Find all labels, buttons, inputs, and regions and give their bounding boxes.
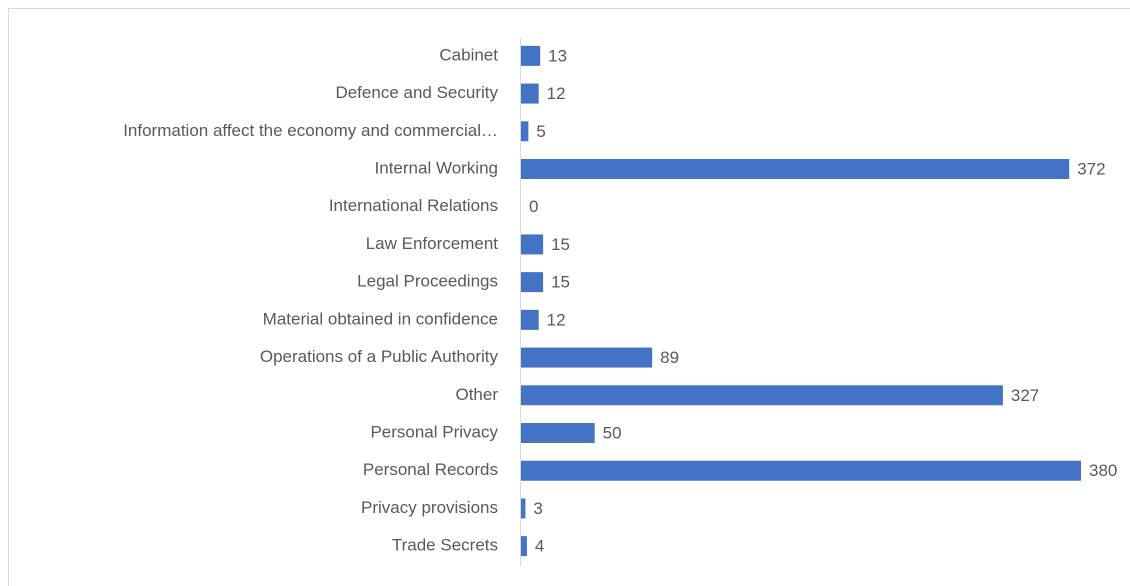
category-label: Personal Privacy xyxy=(370,422,498,441)
data-label: 12 xyxy=(547,310,566,329)
category-label: International Relations xyxy=(329,196,498,215)
category-label: Operations of a Public Authority xyxy=(260,347,499,366)
bar xyxy=(521,423,595,443)
data-label: 327 xyxy=(1011,386,1039,405)
category-label: Other xyxy=(455,385,498,404)
bar xyxy=(521,121,529,142)
category-label: Cabinet xyxy=(439,45,498,64)
data-label: 372 xyxy=(1077,159,1105,178)
bar xyxy=(521,498,526,519)
data-label: 89 xyxy=(660,348,679,367)
chart-frame xyxy=(8,8,1130,586)
data-label: 15 xyxy=(551,273,570,292)
bar xyxy=(521,272,544,293)
bar xyxy=(521,536,527,557)
bar xyxy=(521,385,1003,406)
category-label: Information affect the economy and comme… xyxy=(123,121,498,140)
data-label: 4 xyxy=(535,537,544,556)
bar xyxy=(521,83,539,104)
data-label: 380 xyxy=(1089,461,1117,480)
bar xyxy=(521,460,1081,481)
data-label: 50 xyxy=(603,423,622,442)
bar xyxy=(521,347,653,368)
bar xyxy=(521,159,1070,179)
bar xyxy=(521,234,544,255)
category-label: Internal Working xyxy=(375,158,498,177)
category-label: Legal Proceedings xyxy=(357,272,498,291)
data-label: 13 xyxy=(548,46,567,65)
data-label: 3 xyxy=(533,499,542,518)
category-label: Trade Secrets xyxy=(392,536,498,555)
data-label: 0 xyxy=(529,197,538,216)
data-label: 15 xyxy=(551,235,570,254)
category-label: Defence and Security xyxy=(335,83,498,102)
bar xyxy=(521,45,541,66)
category-label: Personal Records xyxy=(363,460,498,479)
category-label: Material obtained in confidence xyxy=(263,309,498,328)
bar xyxy=(521,309,539,330)
category-label: Law Enforcement xyxy=(366,234,499,253)
data-label: 5 xyxy=(536,122,545,141)
category-label: Privacy provisions xyxy=(361,498,498,517)
data-label: 12 xyxy=(547,84,566,103)
